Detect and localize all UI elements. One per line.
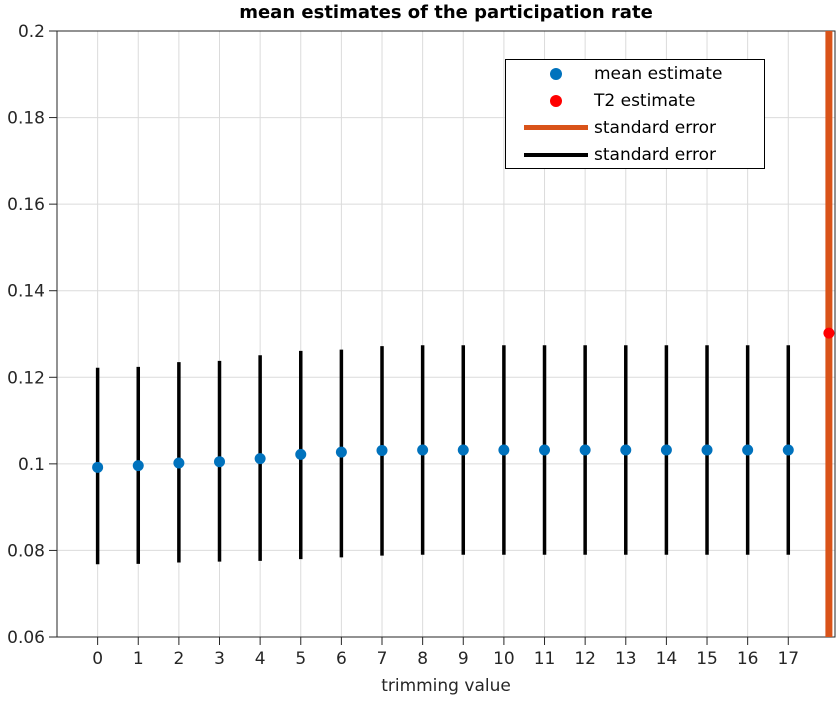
svg-text:14: 14 [656, 649, 678, 669]
svg-text:17: 17 [777, 649, 799, 669]
legend-entry-label: standard error [594, 144, 716, 165]
legend-entry-label: mean estimate [594, 63, 723, 84]
legend-marker-cell [524, 67, 588, 80]
standard-error-line-icon [524, 125, 588, 130]
legend-marker-cell [524, 152, 588, 157]
svg-text:trimming value: trimming value [381, 676, 511, 696]
legend-marker-cell [524, 125, 588, 130]
svg-text:8: 8 [417, 649, 428, 669]
t2-estimate-dot-icon [550, 94, 562, 107]
legend-entry-label: T2 estimate [594, 90, 696, 111]
svg-text:12: 12 [574, 649, 596, 669]
svg-text:0.1: 0.1 [18, 455, 45, 475]
standard-error-line-icon [524, 152, 588, 157]
svg-text:7: 7 [377, 649, 388, 669]
svg-text:1: 1 [133, 649, 144, 669]
legend-row-standard-error-mean: standard error [506, 141, 764, 168]
svg-text:6: 6 [336, 649, 347, 669]
chart-title: mean estimates of the participation rate [239, 2, 653, 23]
legend-row-t2-estimate: T2 estimate [506, 87, 764, 114]
legend-marker-cell [524, 94, 588, 107]
svg-text:0.12: 0.12 [7, 368, 45, 388]
svg-text:0.16: 0.16 [7, 195, 45, 215]
svg-text:0: 0 [92, 649, 103, 669]
svg-text:10: 10 [493, 649, 515, 669]
svg-text:0.06: 0.06 [7, 628, 45, 648]
svg-text:0.2: 0.2 [18, 22, 45, 42]
mean-estimate-dot-icon [550, 67, 562, 80]
svg-text:3: 3 [214, 649, 225, 669]
svg-text:4: 4 [255, 649, 266, 669]
svg-text:0.14: 0.14 [7, 282, 45, 302]
legend-entry-label: standard error [594, 117, 716, 138]
svg-text:0.18: 0.18 [7, 109, 45, 129]
legend-row-standard-error-t2: standard error [506, 114, 764, 141]
svg-text:5: 5 [295, 649, 306, 669]
svg-text:9: 9 [458, 649, 469, 669]
legend: mean estimate T2 estimate standard error… [505, 59, 765, 169]
svg-text:11: 11 [534, 649, 556, 669]
svg-text:15: 15 [696, 649, 718, 669]
svg-text:16: 16 [737, 649, 759, 669]
legend-row-mean-estimate: mean estimate [506, 60, 764, 87]
svg-text:2: 2 [173, 649, 184, 669]
svg-text:13: 13 [615, 649, 637, 669]
svg-text:0.08: 0.08 [7, 541, 45, 561]
